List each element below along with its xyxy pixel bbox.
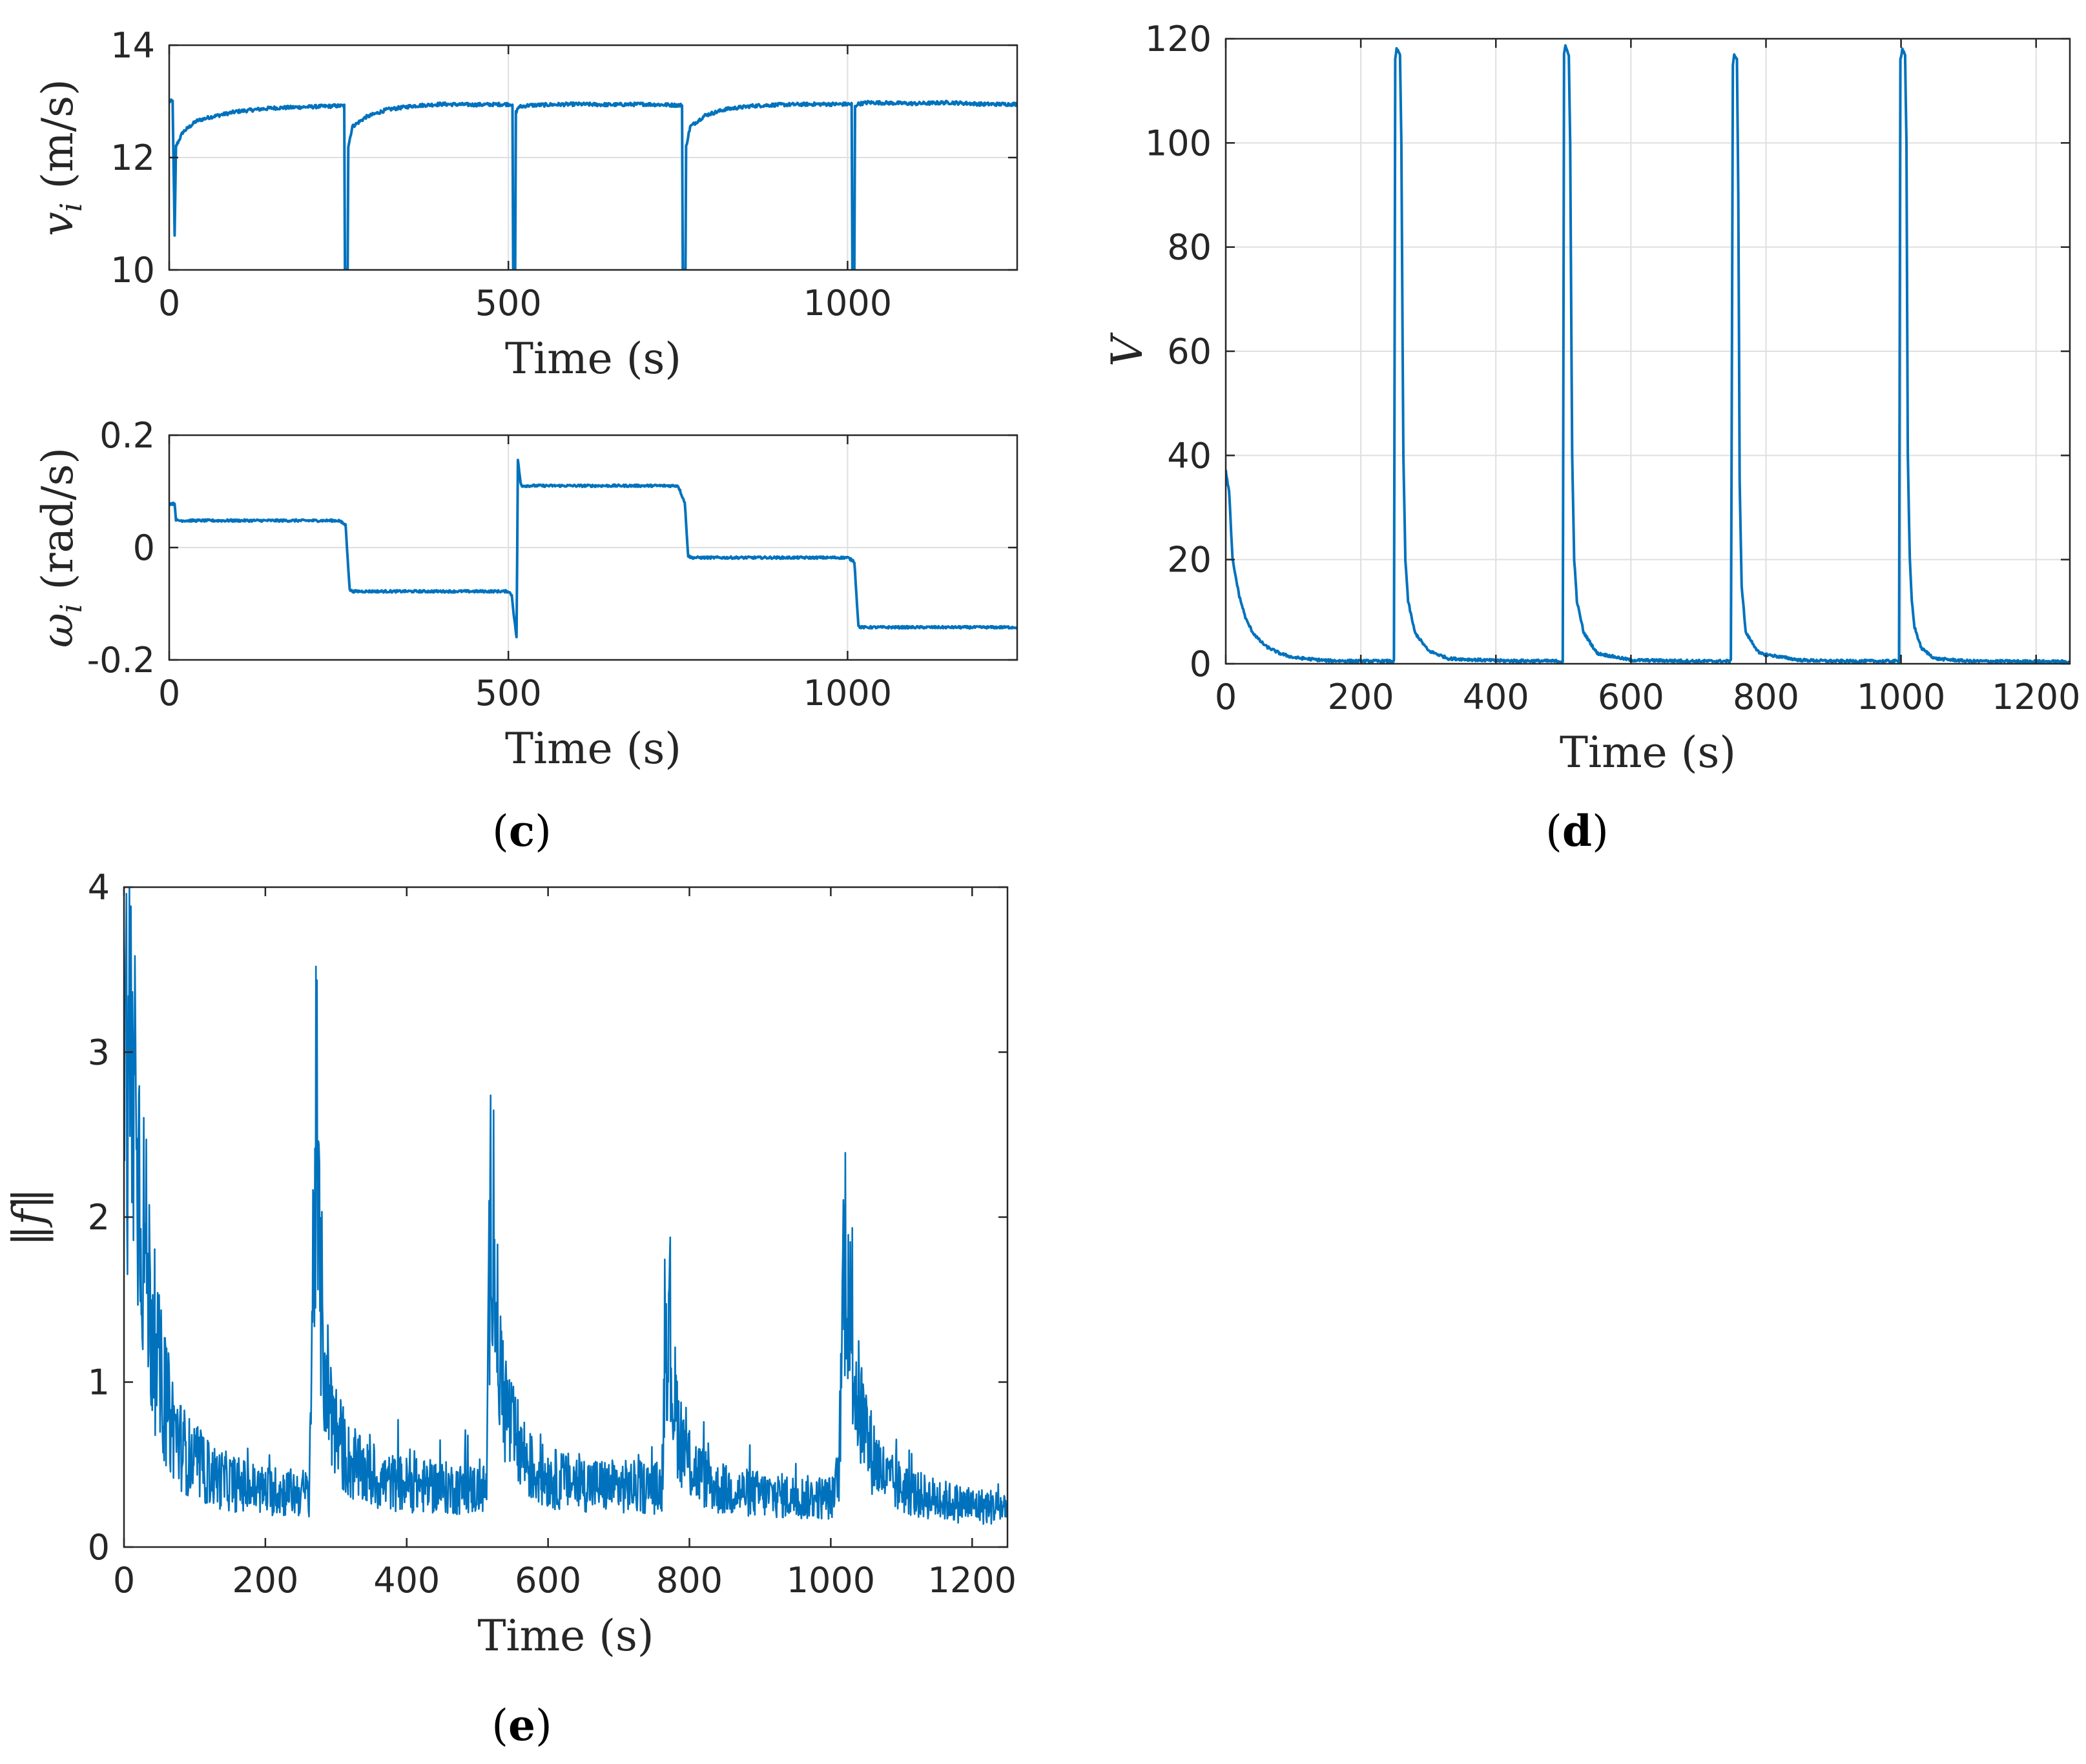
- x-tick-label: 400: [373, 1560, 440, 1601]
- x-tick-label: 1000: [803, 283, 892, 323]
- y-tick-label: 40: [1167, 435, 1212, 476]
- panel-label-e-letter: e: [508, 1700, 535, 1750]
- series-line: [169, 458, 1017, 639]
- x-tick-label: 0: [158, 673, 180, 713]
- x-tick-label: 400: [1463, 677, 1529, 717]
- y-tick-label: 80: [1167, 227, 1212, 268]
- x-axis-label: Time (s): [505, 334, 681, 384]
- y-tick-label: 60: [1167, 331, 1212, 372]
- panel-label-d-letter: d: [1562, 806, 1592, 856]
- x-tick-label: 1000: [787, 1560, 875, 1601]
- y-tick-label: 120: [1145, 19, 1212, 59]
- x-tick-label: 1000: [803, 673, 892, 713]
- x-tick-label: 500: [475, 283, 542, 323]
- y-axis-label: V: [1102, 332, 1152, 367]
- y-tick-label: 0.2: [99, 415, 155, 456]
- y-tick-label: 12: [110, 138, 155, 178]
- y-tick-label: 14: [110, 25, 155, 66]
- x-tick-label: 600: [515, 1560, 581, 1601]
- x-tick-label: 1200: [928, 1560, 1017, 1601]
- y-tick-label: 0: [133, 528, 155, 568]
- panel-label-e: (e): [491, 1700, 552, 1750]
- y-tick-label: 2: [88, 1197, 110, 1238]
- x-tick-label: 200: [232, 1560, 298, 1601]
- y-tick-label: 0: [88, 1527, 110, 1568]
- x-tick-label: 800: [1733, 677, 1799, 717]
- x-tick-label: 600: [1598, 677, 1664, 717]
- x-tick-label: 200: [1328, 677, 1394, 717]
- y-tick-label: 10: [110, 250, 155, 291]
- y-axis-label: ‖f‖: [4, 1188, 54, 1246]
- x-axis-label: Time (s): [477, 1611, 654, 1661]
- x-axis-label: Time (s): [505, 724, 681, 774]
- x-tick-label: 0: [113, 1560, 135, 1601]
- chart-d-lyapunov: 0 200 400 600 800 1000 1200 0 20 40 60 80 100 120 Time…: [1102, 19, 2080, 777]
- x-tick-label: 0: [158, 283, 180, 323]
- chart-e-norm-f: 0 200 400 600 800 1000 1200 0 1 2 3 4 Time (s) ‖f‖: [4, 867, 1017, 1661]
- y-axis-label: vi (m/s): [33, 79, 88, 236]
- series-line: [169, 98, 1017, 270]
- x-axis-label: Time (s): [1560, 728, 1736, 777]
- series-line: [1226, 44, 2070, 664]
- y-tick-label: 100: [1145, 123, 1212, 163]
- panel-label-c-letter: c: [509, 806, 535, 856]
- panel-label-d: (d): [1545, 806, 1609, 856]
- x-tick-label: 0: [1215, 677, 1237, 717]
- series-line: [124, 887, 1007, 1525]
- y-axis-label: ωi (rad/s): [33, 447, 88, 648]
- x-tick-label: 1200: [1992, 677, 2080, 717]
- x-tick-label: 500: [475, 673, 542, 713]
- y-tick-label: 4: [88, 867, 110, 908]
- x-tick-label: 1000: [1857, 677, 1945, 717]
- y-tick-label: 1: [88, 1362, 110, 1403]
- chart-c-top-velocity: 0 500 1000 10 12 14 Time (s) vi (m/s): [33, 25, 1018, 384]
- y-tick-label: 20: [1167, 540, 1212, 580]
- y-tick-label: 3: [88, 1032, 110, 1073]
- y-tick-label: 0: [1190, 644, 1212, 684]
- x-tick-label: 800: [656, 1560, 723, 1601]
- y-tick-label: -0.2: [87, 640, 155, 681]
- panel-label-c: (c): [492, 806, 552, 856]
